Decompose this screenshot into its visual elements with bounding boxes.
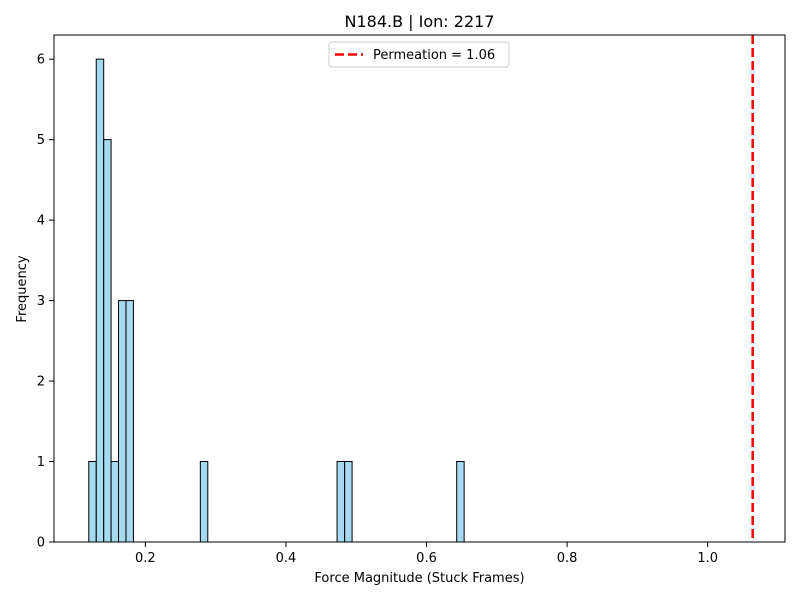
x-tick-label: 0.6 (416, 551, 437, 566)
x-tick-label: 0.8 (557, 551, 578, 566)
legend-label: Permeation = 1.06 (373, 48, 495, 63)
histogram-bar-7 (336, 461, 346, 543)
y-axis-label: Frequency (15, 255, 30, 322)
legend: Permeation = 1.06 (328, 41, 510, 68)
legend-box (328, 41, 510, 68)
y-tick-label: 5 (37, 133, 45, 148)
x-ticks-layer: 0.2 0.4 0.6 0.8 1.0 (135, 542, 718, 566)
x-tick-label: 0.2 (135, 551, 156, 566)
y-ticks-layer: 0 1 2 3 4 5 6 (37, 53, 54, 551)
histogram-bar-2 (103, 139, 112, 543)
y-tick-label: 1 (37, 455, 45, 470)
x-tick-label: 0.4 (276, 551, 297, 566)
histogram-bar-0 (88, 461, 97, 543)
y-tick-label: 4 (37, 214, 45, 229)
y-tick-label: 6 (37, 53, 45, 68)
histogram-bar-1 (95, 58, 105, 543)
histogram-bar-4 (118, 300, 127, 543)
histogram-bar-3 (110, 461, 120, 543)
histogram-bar-9 (456, 461, 465, 543)
x-axis-label: Force Magnitude (Stuck Frames) (314, 571, 524, 586)
y-tick-label: 0 (37, 536, 45, 551)
x-tick-label: 1.0 (697, 551, 718, 566)
histogram-bar-5 (125, 300, 134, 543)
histogram-bar-8 (344, 461, 353, 543)
axes-frame (53, 34, 786, 543)
chart-title: N184.B | Ion: 2217 (345, 12, 495, 31)
y-tick-label: 2 (37, 375, 45, 390)
histogram-bar-6 (199, 461, 209, 543)
y-tick-label: 3 (37, 294, 45, 309)
